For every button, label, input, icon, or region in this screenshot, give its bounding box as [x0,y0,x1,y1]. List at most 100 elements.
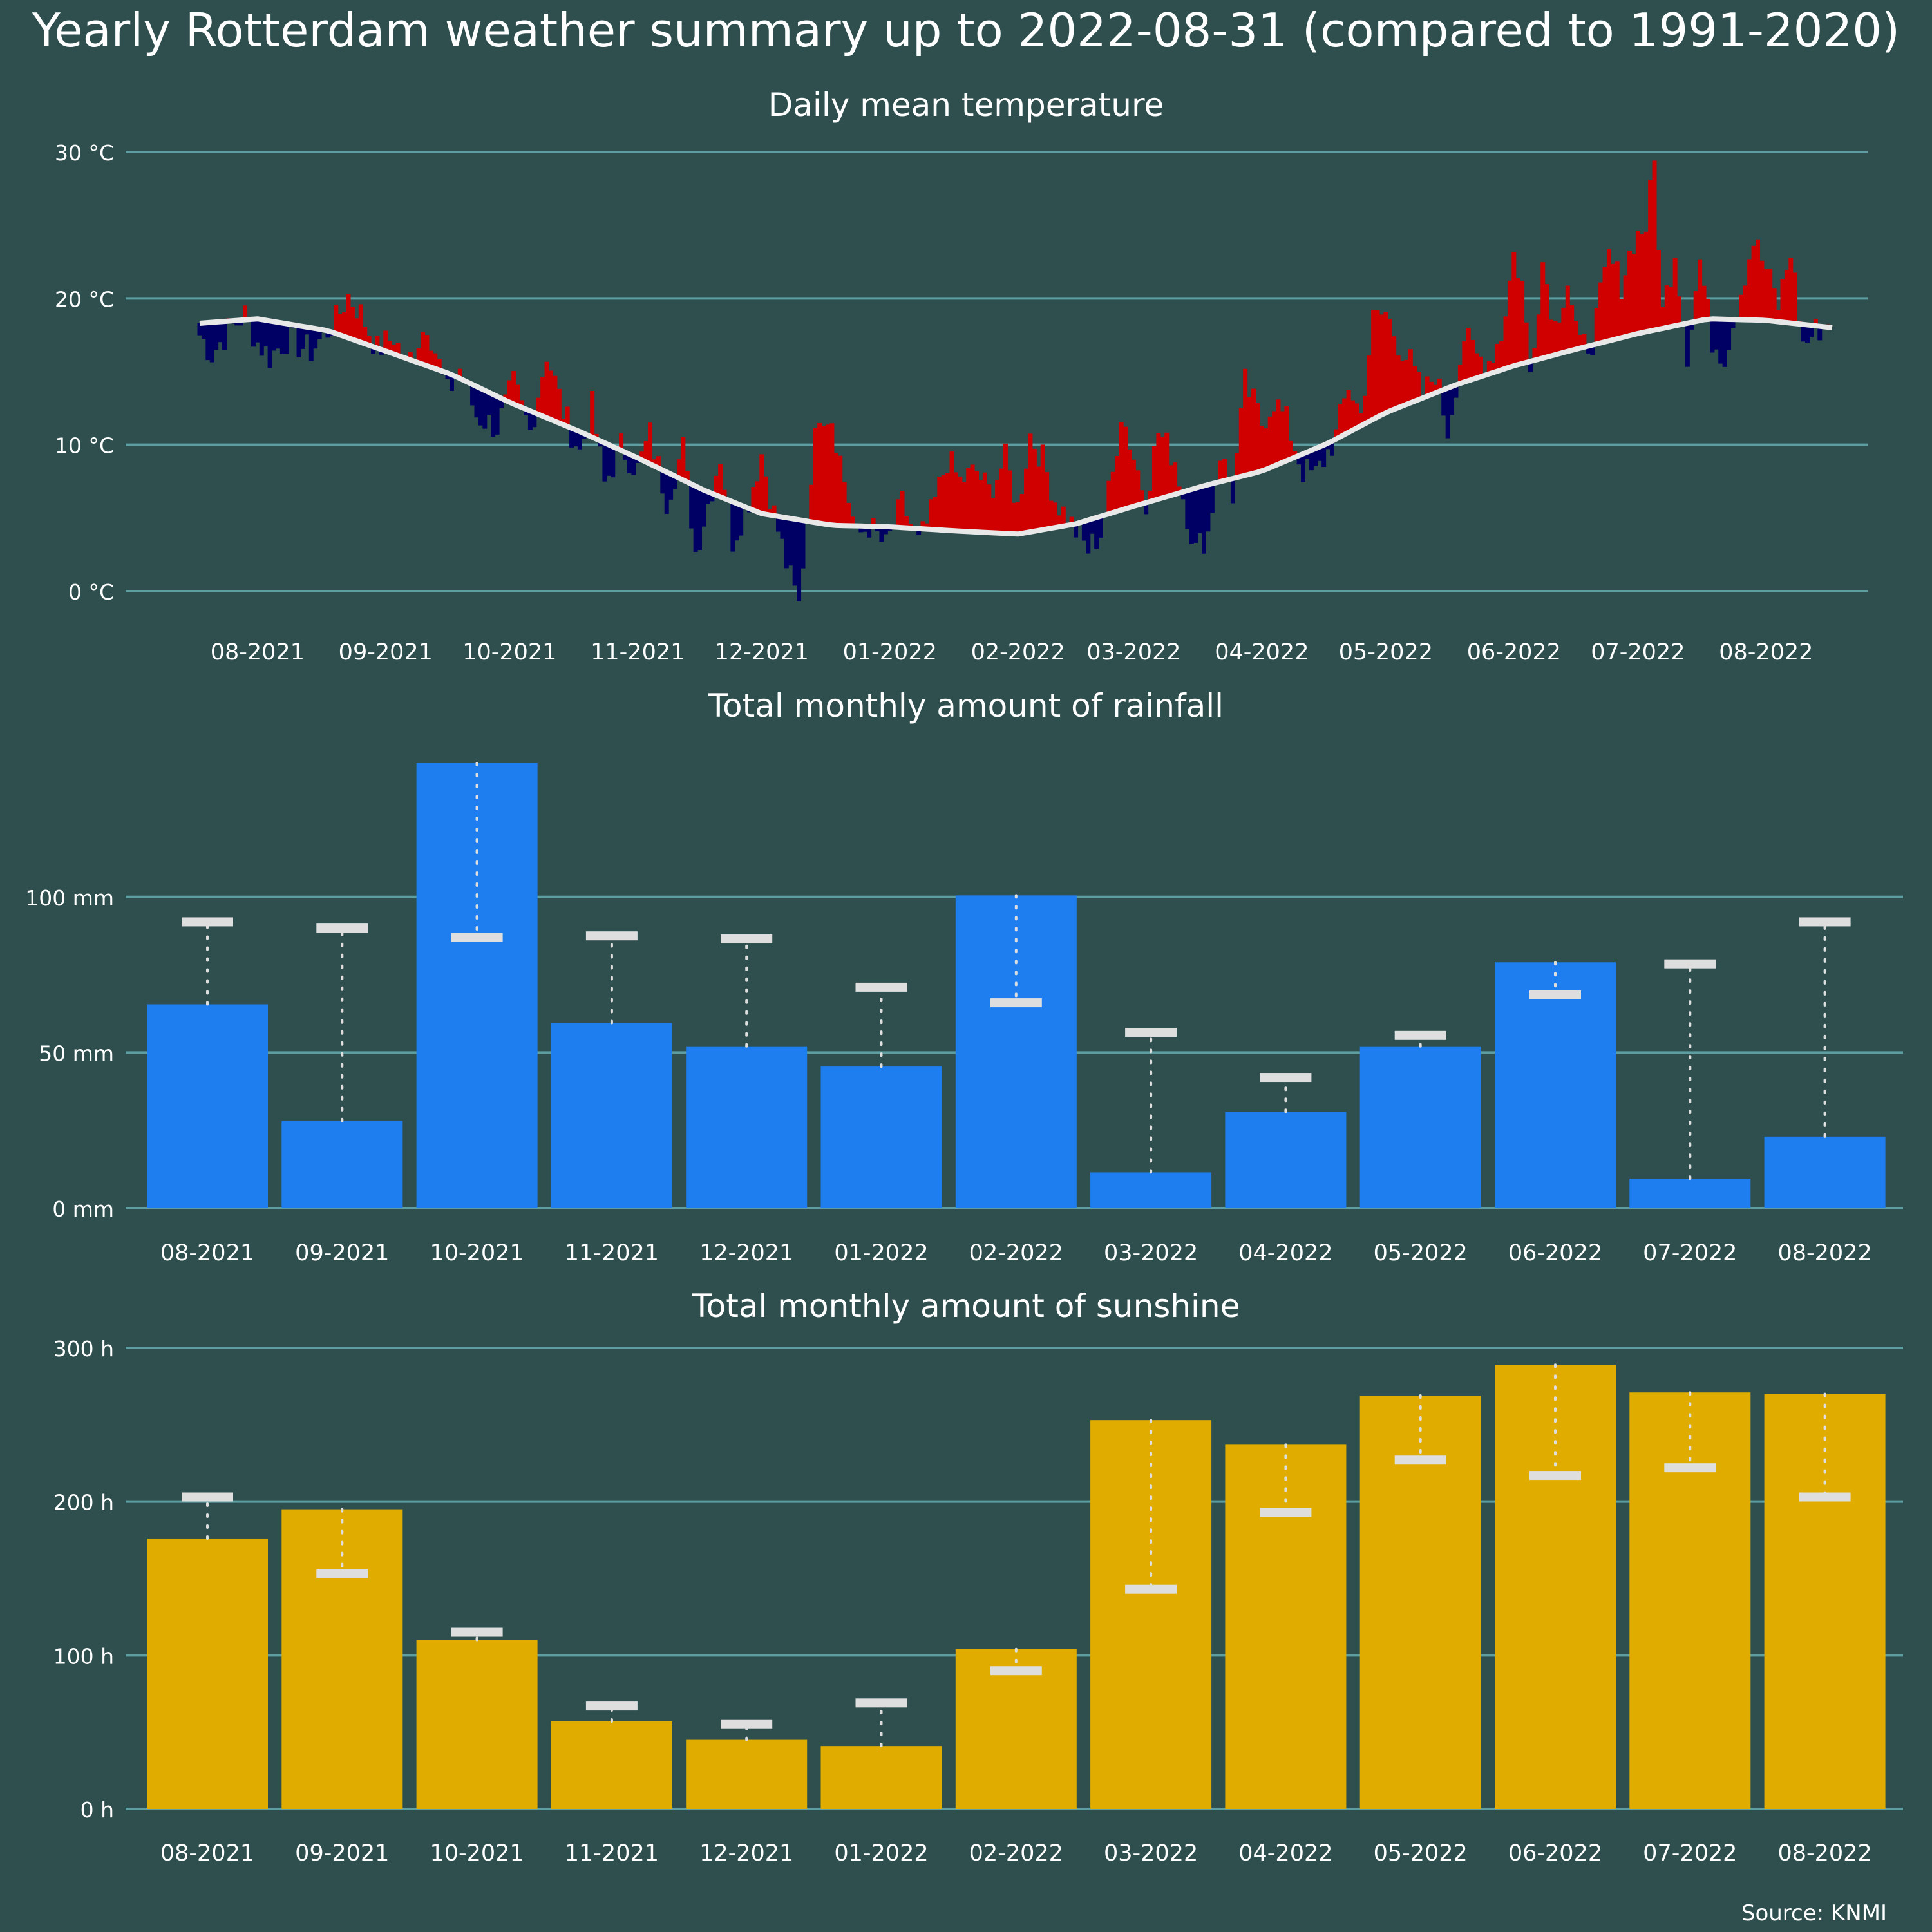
sunshine-y-tick-label: 200 h [53,1490,114,1515]
temperature-bar-above-normal [1127,449,1132,508]
temperature-bar-above-normal [1019,494,1025,534]
temperature-y-axis: 0 °C 10 °C 20 °C 30 °C [55,140,114,605]
temperature-bar-below-normal [449,374,454,391]
sunshine-normal-marker [451,1627,503,1637]
temperature-bar-above-normal [1016,502,1021,535]
temperature-bar-below-normal [792,519,797,586]
temperature-bar-below-normal [1801,324,1806,342]
temperature-bar-above-normal [1358,413,1363,426]
temperature-bar-above-normal [1057,515,1062,527]
temperature-bar-above-normal [1247,397,1252,475]
temperature-panel-title: Daily mean temperature [768,86,1164,124]
temperature-bar-below-normal [1590,345,1595,355]
temperature-bar-above-normal [1135,470,1141,506]
sunshine-normal-marker [585,1701,638,1711]
temperature-bar-above-normal [1243,368,1248,476]
temperature-bar-above-normal [1334,429,1339,439]
temperature-bar-above-normal [1354,403,1359,428]
sunshine-x-tick-label: 08-2021 [160,1841,254,1866]
sunshine-bar [955,1649,1077,1809]
temperature-bar-above-normal [1698,259,1703,321]
sunshine-bar [1090,1420,1212,1809]
rainfall-x-tick-label: 10-2021 [430,1240,524,1266]
rainfall-x-tick-label: 03-2022 [1104,1240,1198,1266]
temperature-bar-above-normal [1705,298,1710,319]
temperature-bar-above-normal [900,491,905,528]
temperature-bar-above-normal [337,314,343,336]
temperature-bar-below-normal [201,323,206,339]
temperature-bar-above-normal [1606,249,1611,341]
sunshine-x-tick-label: 08-2022 [1777,1841,1871,1866]
temperature-bar-below-normal [1230,478,1235,504]
temperature-bar-above-normal [1524,322,1529,363]
temperature-bar-above-normal [511,371,516,404]
sunshine-y-tick-label: 300 h [53,1336,114,1361]
temperature-bar-above-normal [457,368,462,379]
temperature-bar-above-normal [375,336,380,348]
temperature-x-tick-label: 10-2021 [462,639,556,665]
temperature-bar-above-normal [1177,486,1182,493]
rainfall-bar [281,1121,403,1208]
temperature-bar-above-normal [1669,287,1674,327]
temperature-bar-above-normal [933,497,938,530]
sunshine-normal-marker [1799,1492,1851,1502]
temperature-bar-above-normal [619,433,624,451]
temperature-bar-below-normal [1689,322,1694,330]
temperature-bar-below-normal [1090,518,1095,534]
temperature-bar-above-normal [1788,258,1794,323]
temperature-bar-above-normal [639,451,645,460]
temperature-bar-below-normal [1454,384,1459,398]
rainfall-bar [551,1023,672,1208]
temperature-bar-above-normal [1569,305,1575,351]
temperature-bar-above-normal [1768,269,1773,321]
temperature-bar-below-normal [730,502,735,552]
sunshine-x-tick-label: 02-2022 [969,1841,1063,1866]
temperature-bar-above-normal [652,459,657,466]
temperature-bar-below-normal [371,346,376,354]
temperature-bar-above-normal [676,459,681,478]
temperature-bar-above-normal [346,294,351,338]
temperature-bar-above-normal [395,343,401,355]
temperature-bar-above-normal [941,475,946,531]
sunshine-normal-marker [1260,1508,1312,1517]
temperature-bar-below-normal [238,320,243,326]
temperature-bar-below-normal [631,456,636,475]
temperature-bar-below-normal [1445,388,1450,439]
temperature-bar-above-normal [813,428,818,523]
sunshine-normal-marker [721,1719,773,1729]
sunshine-x-axis: 08-2021 09-2021 10-2021 11-2021 12-2021 01-20… [160,1841,1872,1866]
temperature-bar-below-normal [470,384,475,406]
temperature-bar-above-normal [1235,453,1240,478]
temperature-x-tick-label: 06-2022 [1467,639,1561,665]
rainfall-bar [955,895,1077,1208]
temperature-bar-below-normal [259,319,264,356]
temperature-bar-above-normal [759,454,764,514]
temperature-bar-above-normal [1404,359,1409,404]
temperature-bar-above-normal [648,422,653,464]
temperature-bar-above-normal [363,327,368,344]
temperature-x-tick-label: 05-2022 [1339,639,1433,665]
temperature-bar-above-normal [549,370,554,420]
temperature-bar-above-normal [1293,451,1298,457]
rainfall-normal-marker [182,917,233,927]
temperature-bar-below-normal [701,490,706,527]
temperature-bar-below-normal [1074,524,1079,538]
temperature-bar-above-normal [1515,278,1520,365]
temperature-x-tick-label: 07-2022 [1591,639,1685,665]
temperature-bar-above-normal [1582,334,1587,348]
temperature-bar-below-normal [573,430,578,447]
temperature-bar-below-normal [491,394,496,437]
rainfall-normal-marker [721,934,773,944]
temperature-bar-below-normal [482,390,488,429]
temperature-bar-below-normal [1685,323,1690,367]
temperature-bar-below-normal [197,323,202,336]
temperature-bar-above-normal [970,464,975,532]
temperature-bar-below-normal [1313,448,1318,466]
sunshine-bar [416,1640,538,1809]
temperature-bar-above-normal [1503,316,1508,369]
temperature-bar-below-normal [734,503,739,541]
temperature-bar-below-normal [693,486,698,552]
temperature-bar-above-normal [1119,422,1124,510]
temperature-bar-below-normal [1309,450,1314,471]
temperature-bar-above-normal [681,437,686,480]
